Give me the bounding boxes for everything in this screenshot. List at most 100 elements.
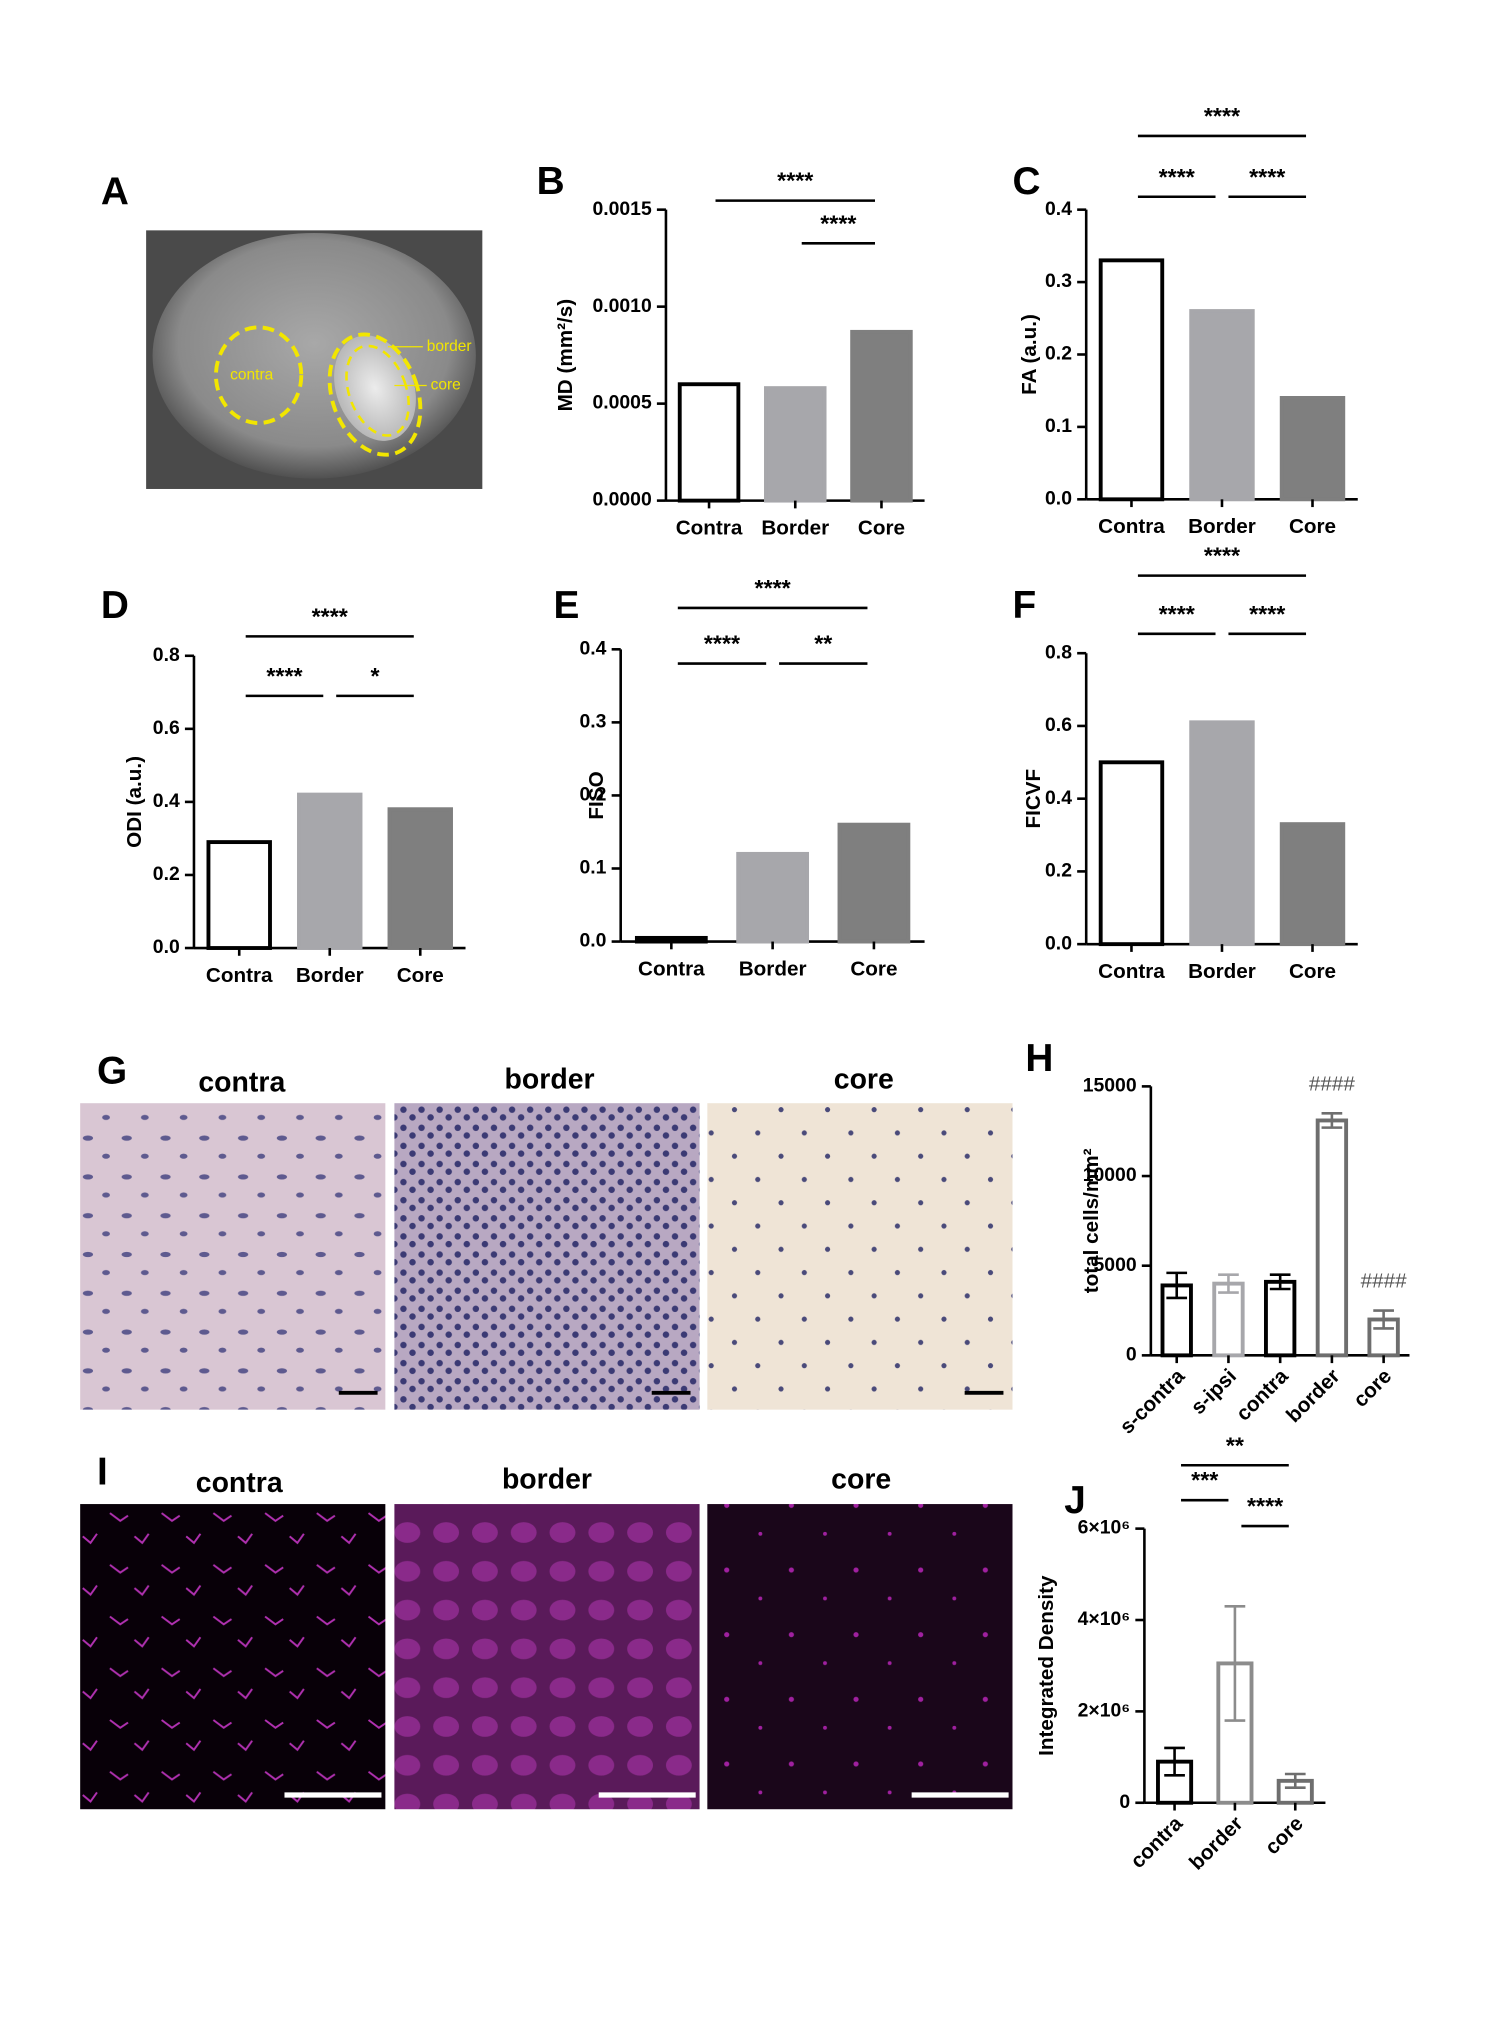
y-tick-label: 0.0	[153, 936, 180, 958]
significance-label: ****	[1249, 601, 1286, 627]
bar	[837, 822, 911, 944]
brain	[152, 232, 476, 479]
y-tick-label: 0.0005	[592, 392, 651, 414]
fluorescence-image	[80, 1504, 386, 1810]
significance-label: ****	[1159, 164, 1196, 190]
bar	[297, 792, 363, 950]
y-tick-label: 0.4	[153, 790, 180, 812]
x-tick-label: Contra	[206, 964, 273, 987]
significance-label: **	[814, 631, 833, 657]
image-title: contra	[196, 1467, 283, 1499]
fluorescence-image	[707, 1504, 1013, 1810]
y-tick-label: 0.0	[580, 930, 607, 952]
y-axis-title: FICVF	[1022, 769, 1045, 829]
significance-label: ***	[1191, 1467, 1219, 1493]
image-title: core	[831, 1463, 891, 1495]
y-tick-label: 15000	[1083, 1075, 1137, 1097]
y-tick-label: 0.2	[580, 784, 607, 806]
bar	[1189, 309, 1255, 502]
y-tick-label: 6×10⁶	[1078, 1517, 1131, 1539]
x-tick-label: Core	[1289, 515, 1336, 538]
y-tick-label: 0.2	[153, 863, 180, 885]
image-title: core	[834, 1064, 894, 1096]
y-tick-label: 0.4	[1045, 198, 1072, 220]
significance-label: ****	[1249, 164, 1286, 190]
panel-letter: F	[1013, 584, 1037, 627]
y-tick-label: 0.4	[580, 637, 607, 659]
x-tick-label: core	[1349, 1365, 1396, 1412]
roi-contra	[214, 325, 304, 425]
y-axis-title: total cells/mm²	[1080, 1148, 1103, 1293]
error-bar	[1373, 1309, 1394, 1330]
x-tick-label: Core	[1289, 960, 1336, 983]
roi-core	[345, 344, 410, 437]
x-tick-label: contra	[1126, 1812, 1187, 1873]
bar	[634, 935, 708, 944]
significance-label: ****	[266, 663, 303, 689]
panel-letter: B	[537, 160, 565, 203]
y-tick-label: 0.6	[153, 717, 180, 739]
x-tick-label: Border	[1188, 960, 1256, 983]
y-tick-label: 5000	[1094, 1254, 1137, 1276]
image-title: border	[502, 1463, 592, 1495]
significance-label: ****	[1204, 543, 1241, 569]
error-bar	[1284, 1772, 1306, 1789]
bar	[850, 329, 913, 503]
x-tick-label: Border	[739, 957, 807, 980]
significance-label: ****	[755, 575, 792, 601]
y-tick-label: 10000	[1083, 1164, 1137, 1186]
bar	[1189, 720, 1255, 947]
bar	[736, 851, 810, 944]
bar	[764, 386, 827, 503]
y-tick-label: 0.1	[580, 857, 607, 879]
x-tick-label: s-contra	[1115, 1364, 1189, 1438]
x-tick-label: Core	[397, 964, 444, 987]
x-tick-label: border	[1282, 1365, 1345, 1428]
y-tick-label: 0	[1126, 1343, 1137, 1365]
y-tick-label: 0.0000	[592, 489, 651, 511]
bar	[1279, 396, 1346, 502]
y-axis-title: FISO	[585, 771, 608, 819]
x-tick-label: Core	[858, 517, 905, 540]
y-tick-label: 0.4	[1045, 787, 1072, 809]
y-tick-label: 0.0010	[592, 295, 651, 317]
x-tick-label: core	[1261, 1812, 1308, 1859]
panel-letter: H	[1025, 1037, 1053, 1080]
error-bar	[1164, 1746, 1185, 1777]
panel-letter: G	[97, 1050, 127, 1093]
error-bar	[1224, 1605, 1246, 1722]
panel-letter: D	[101, 584, 129, 627]
x-tick-label: Border	[296, 964, 364, 987]
x-tick-label: Core	[850, 957, 897, 980]
y-tick-label: 4×10⁶	[1078, 1608, 1131, 1630]
x-tick-label: Contra	[1098, 960, 1165, 983]
histology-image	[707, 1103, 1013, 1410]
bar	[387, 807, 453, 950]
y-tick-label: 0	[1119, 1791, 1130, 1813]
significance-label: *	[370, 663, 380, 689]
y-axis-title: Integrated Density	[1035, 1575, 1058, 1756]
panel-letter: C	[1013, 160, 1041, 203]
error-bar	[1321, 1111, 1343, 1129]
bar	[206, 840, 272, 950]
y-tick-label: 0.0	[1045, 487, 1072, 509]
significance-label: ****	[312, 603, 349, 629]
histology-image	[80, 1103, 386, 1410]
x-tick-label: contra	[1232, 1364, 1293, 1425]
error-bar	[1166, 1271, 1188, 1300]
x-tick-label: Contra	[1098, 515, 1165, 538]
significance-label: ****	[1247, 1493, 1284, 1519]
y-tick-label: 0.0015	[592, 198, 651, 220]
bar	[1279, 822, 1346, 947]
significance-label: ****	[1159, 601, 1196, 627]
panel-letter: J	[1064, 1479, 1086, 1522]
significance-label: **	[1226, 1432, 1245, 1458]
roi-label: border	[427, 338, 472, 355]
y-axis-title: ODI (a.u.)	[123, 756, 146, 848]
y-tick-label: 2×10⁶	[1078, 1700, 1131, 1722]
image-title: contra	[198, 1066, 285, 1098]
y-tick-label: 0.3	[1045, 270, 1072, 292]
roi-border	[327, 332, 423, 457]
error-bar	[1269, 1273, 1291, 1291]
bar-label: ####	[1309, 1072, 1355, 1095]
